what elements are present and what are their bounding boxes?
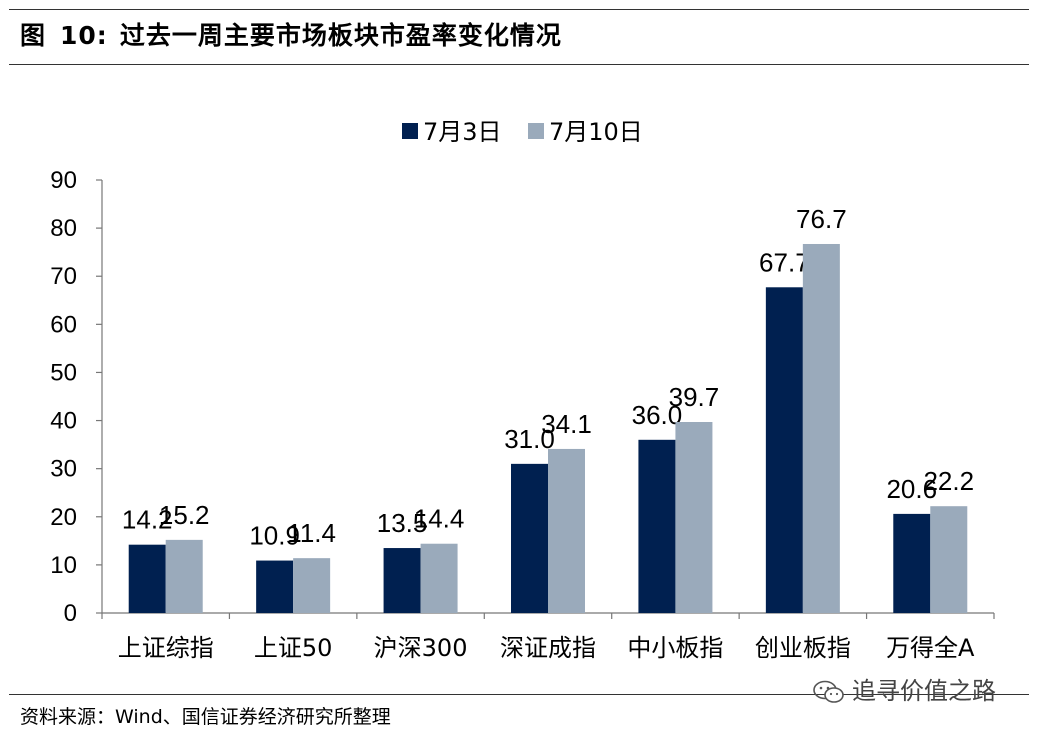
bar	[256, 560, 294, 613]
bar	[293, 558, 331, 613]
bar	[383, 548, 421, 613]
top-rule	[9, 9, 1029, 10]
data-label: 76.7	[796, 204, 847, 234]
data-label: 20.6	[886, 474, 937, 504]
data-label: 15.2	[159, 500, 210, 530]
bar	[128, 544, 166, 613]
bar	[638, 439, 676, 613]
bar-chart: 0 10 20 30 40 50 60 70 80 90 14.215.2 上证综指 10.911.4 上…	[50, 118, 995, 662]
y-tick-label: 90	[50, 167, 77, 194]
bottom-rule	[9, 694, 1029, 695]
y-tick-label: 50	[50, 359, 77, 386]
data-label: 36.0	[632, 400, 683, 430]
data-label: 13.5	[377, 508, 428, 538]
x-category-label: 沪深300	[374, 634, 468, 662]
figure-title: 图 10: 过去一周主要市场板块市盈率变化情况	[20, 16, 562, 52]
data-label: 10.9	[249, 521, 300, 551]
y-tick-label: 70	[50, 263, 77, 290]
legend-swatch	[402, 123, 418, 139]
bar	[765, 287, 803, 613]
x-category-label: 上证50	[254, 634, 333, 662]
y-tick-label: 40	[50, 408, 77, 435]
bar	[675, 421, 713, 613]
legend-label: 7月3日	[423, 118, 502, 146]
data-label: 14.2	[122, 505, 173, 535]
x-category-label: 创业板指	[755, 634, 851, 662]
data-label: 39.7	[669, 382, 720, 412]
figure-number: 10:	[60, 21, 108, 50]
title-rule	[9, 64, 1029, 65]
data-label: 22.2	[923, 466, 974, 496]
watermark-text: 追寻价值之路	[852, 677, 996, 705]
x-category-label: 上证综指	[118, 634, 214, 662]
source-note: 资料来源：Wind、国信证券经济研究所整理	[20, 706, 391, 728]
bar	[802, 243, 840, 613]
data-label: 67.7	[759, 247, 810, 277]
legend-label: 7月10日	[549, 118, 643, 146]
x-category-label: 深证成指	[500, 634, 596, 662]
wechat-icon	[813, 680, 844, 703]
bar	[893, 513, 931, 613]
y-tick-label: 30	[50, 456, 77, 483]
bar	[511, 463, 548, 613]
y-tick-label: 0	[64, 600, 77, 627]
data-label: 14.4	[414, 504, 465, 534]
bar	[548, 448, 585, 613]
x-category-label: 万得全A	[886, 634, 975, 662]
data-label: 34.1	[541, 409, 592, 439]
y-tick-label: 80	[50, 215, 77, 242]
x-category-label: 中小板指	[627, 634, 723, 662]
bar	[420, 543, 458, 613]
legend-swatch	[528, 123, 544, 139]
figure-label: 图	[20, 21, 47, 50]
y-tick-label: 60	[50, 311, 77, 338]
bar	[165, 539, 203, 613]
data-label: 11.4	[287, 518, 336, 548]
bar	[930, 506, 968, 613]
y-tick-label: 20	[50, 504, 77, 531]
data-label: 31.0	[504, 424, 555, 454]
figure-title-text: 过去一周主要市场板块市盈率变化情况	[119, 21, 562, 50]
y-tick-label: 10	[50, 552, 77, 579]
watermark: 追寻价值之路	[812, 671, 996, 706]
